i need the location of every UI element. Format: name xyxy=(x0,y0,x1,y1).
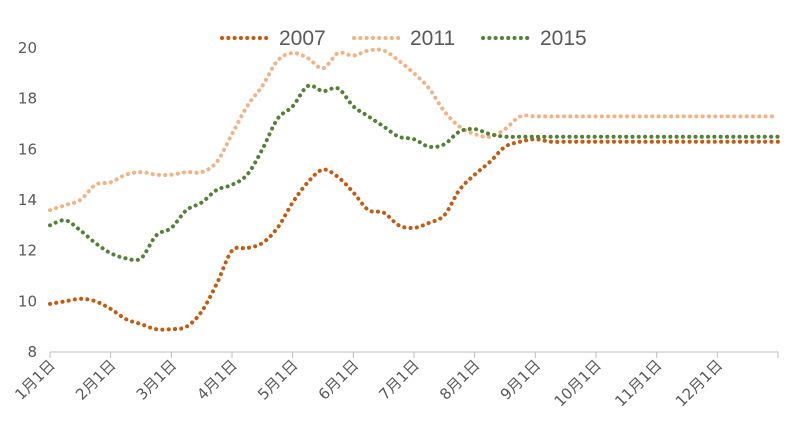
x-tick-label: 5月1日 xyxy=(254,356,301,403)
y-tick-label: 20 xyxy=(18,39,37,57)
x-tick-label: 1月1日 xyxy=(11,356,58,403)
x-tick-label: 2月1日 xyxy=(72,356,119,403)
x-tick-label: 9月1日 xyxy=(497,356,544,403)
legend-label-2015: 2015 xyxy=(540,27,587,50)
legend-label-2011: 2011 xyxy=(410,27,455,50)
y-axis: 8 10 12 14 16 18 20 xyxy=(18,39,37,361)
series-line-2011 xyxy=(48,47,780,213)
y-tick-label: 14 xyxy=(18,191,37,209)
x-tick-label: 11月1日 xyxy=(611,356,665,410)
x-tick-label: 8月1日 xyxy=(436,356,483,403)
x-tick-label: 10月1日 xyxy=(551,356,605,410)
x-tick-label: 7月1日 xyxy=(375,356,422,403)
y-tick-label: 10 xyxy=(18,292,37,310)
x-tick-label: 6月1日 xyxy=(315,356,362,403)
x-tick-label: 12月1日 xyxy=(672,356,726,410)
y-tick-label: 18 xyxy=(18,90,37,108)
legend: 2007 2011 2015 xyxy=(220,27,587,50)
plot-area xyxy=(48,47,780,332)
y-tick-label: 12 xyxy=(18,242,37,260)
y-tick-label: 16 xyxy=(18,140,37,158)
series-line-2007 xyxy=(48,137,780,332)
x-tick-label: 3月1日 xyxy=(133,356,180,403)
x-tick-label: 4月1日 xyxy=(193,356,240,403)
y-tick-label: 8 xyxy=(27,343,37,361)
x-axis: 1月1日 2月1日 3月1日 4月1日 5月1日 6月1日 7月1日 8月1日 9月1日 10月1… xyxy=(11,351,779,410)
series-line-2015 xyxy=(48,83,780,263)
legend-label-2007: 2007 xyxy=(279,27,326,50)
